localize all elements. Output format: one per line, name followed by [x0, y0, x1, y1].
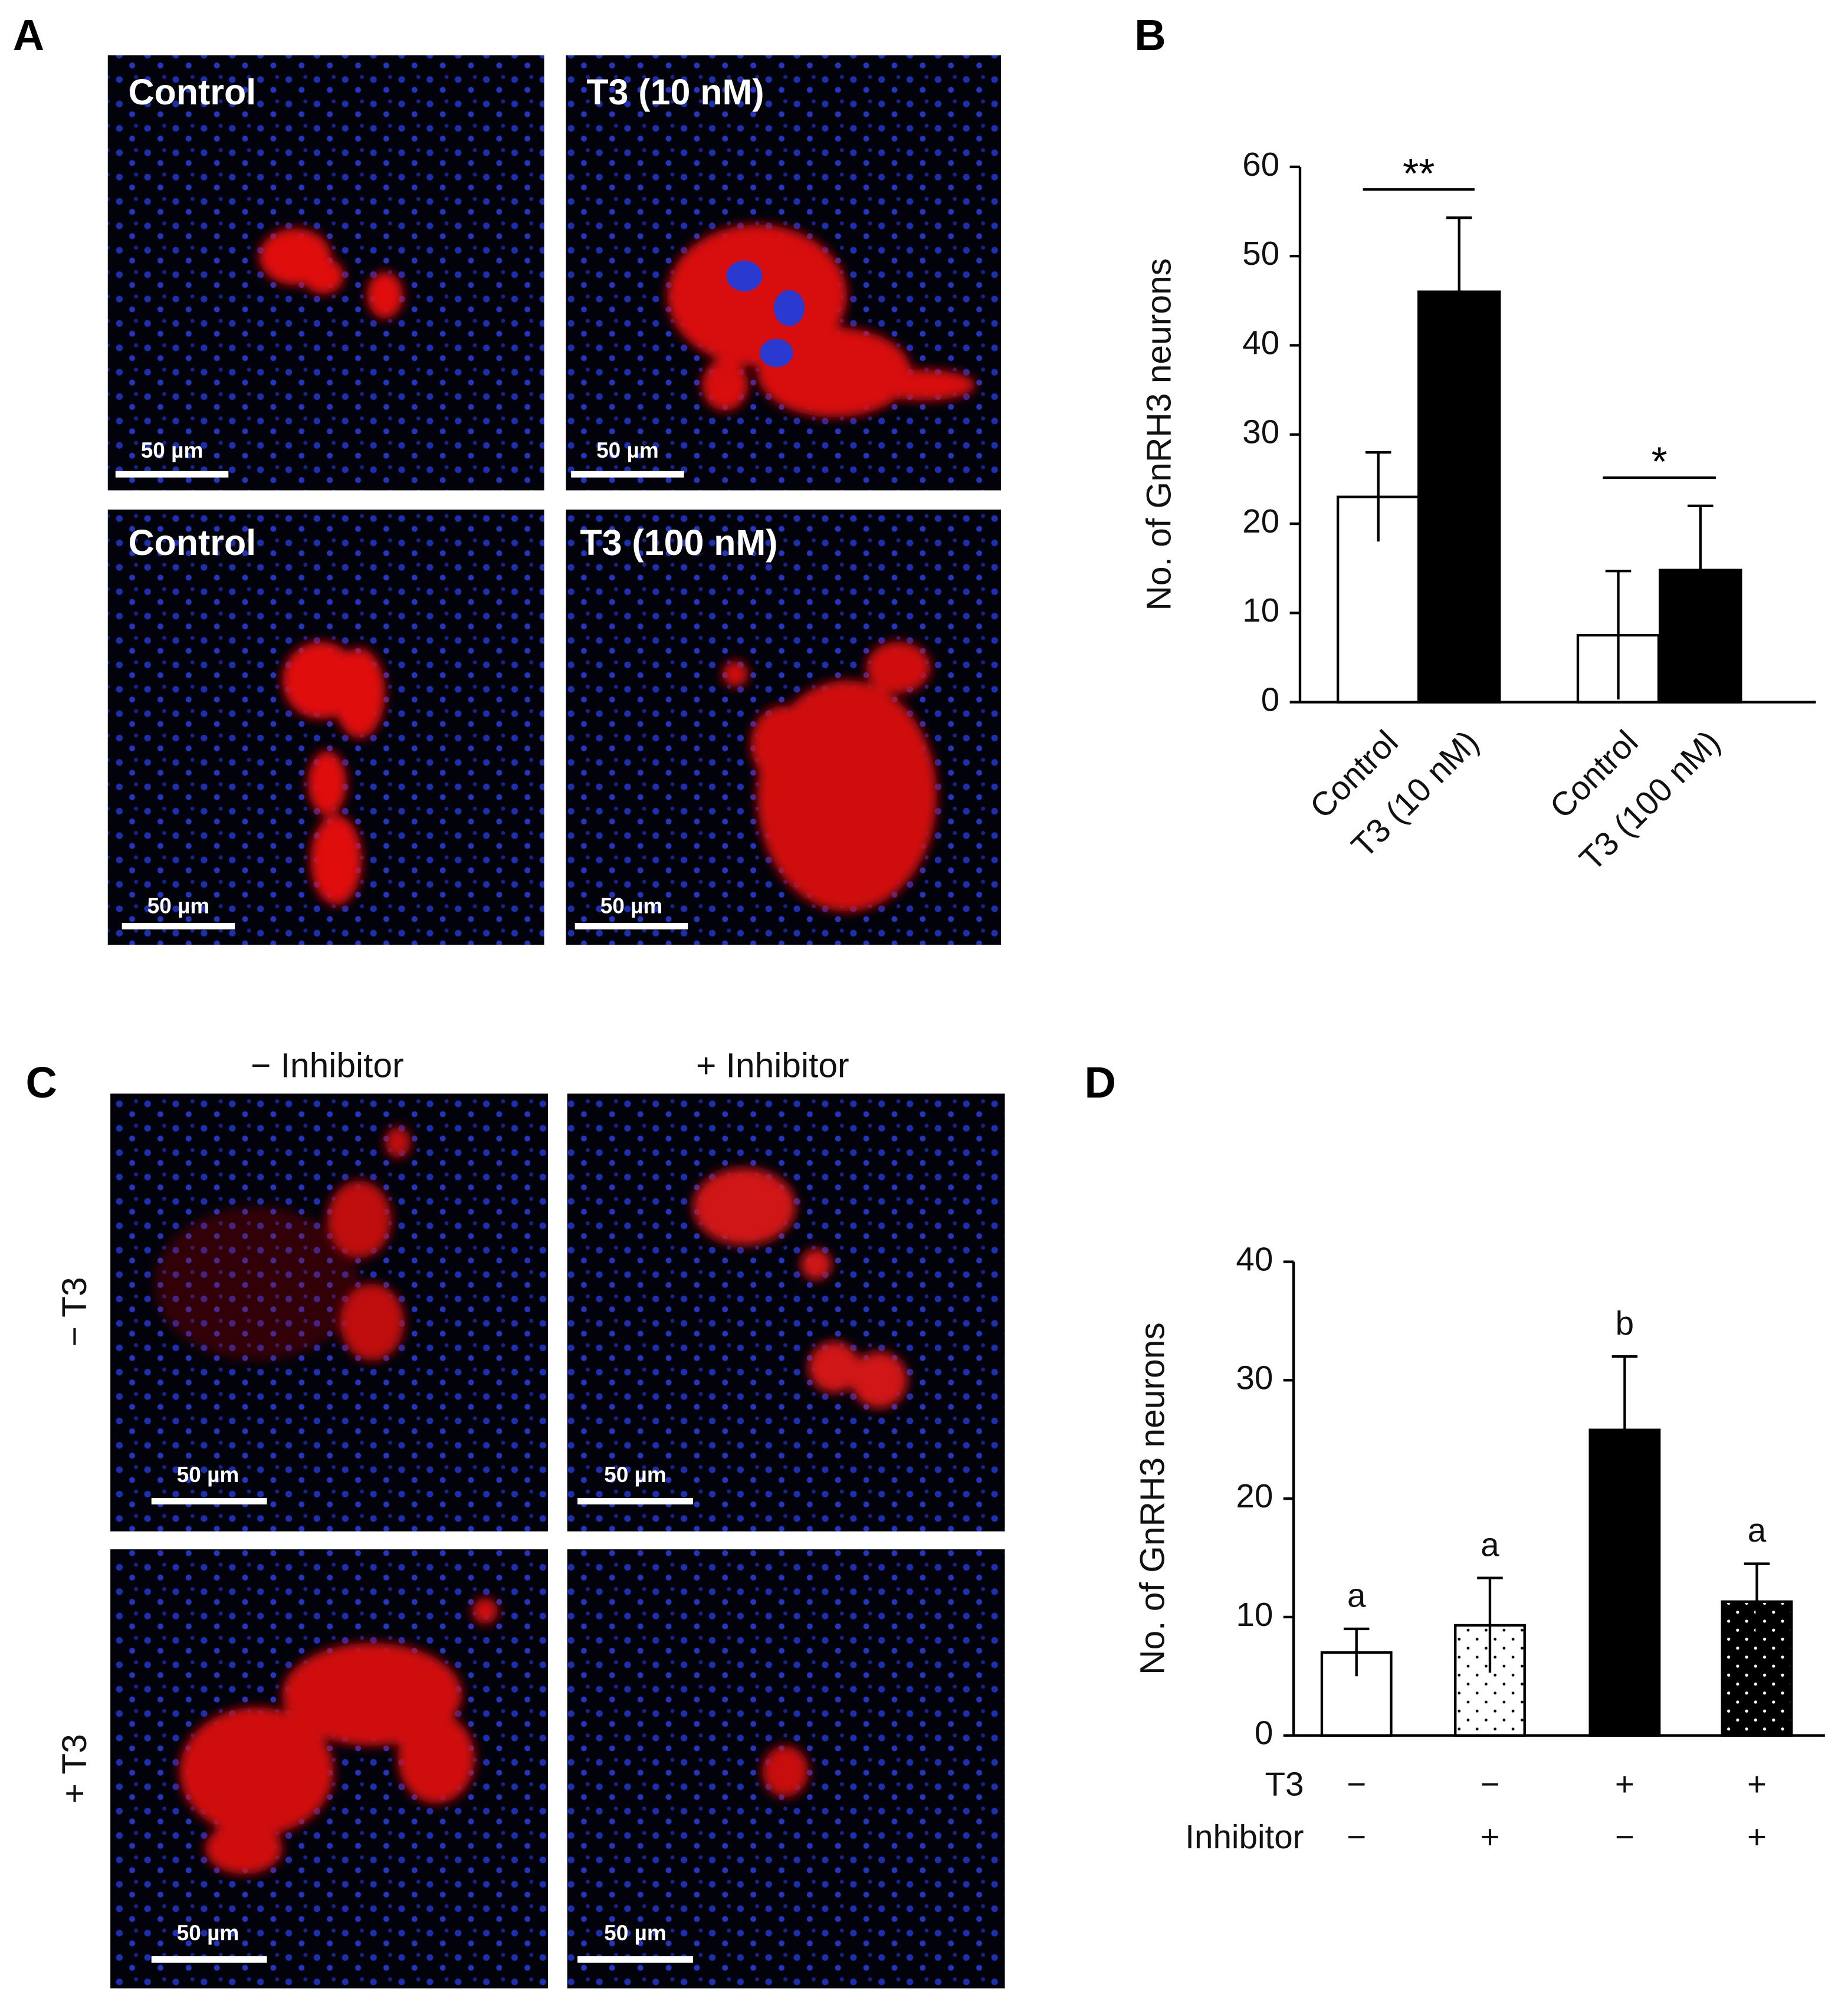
row-label: + T3 — [55, 1734, 94, 1803]
condition-sign: − — [1615, 1818, 1634, 1855]
scale-bar-label: 50 µm — [147, 894, 210, 918]
image-label: Control — [129, 72, 257, 112]
significance-mark: * — [1652, 439, 1668, 485]
y-tick-label: 30 — [1242, 413, 1279, 451]
condition-sign: + — [1480, 1818, 1499, 1855]
significance-letter: a — [1748, 1512, 1767, 1549]
significance-letter: b — [1616, 1305, 1634, 1342]
panel-label: D — [1084, 1058, 1115, 1107]
condition-sign: − — [1347, 1818, 1366, 1855]
column-label: + Inhibitor — [696, 1046, 849, 1085]
scale-bar-label: 50 µm — [604, 1921, 667, 1945]
image-label: T3 (10 nM) — [586, 72, 764, 112]
y-tick-label: 40 — [1242, 324, 1279, 361]
y-tick-label: 10 — [1236, 1596, 1273, 1633]
micrograph: T3 (100 nM) 50 µm — [566, 510, 1002, 945]
panel-label: A — [13, 11, 44, 60]
scale-bar-label: 50 µm — [141, 438, 203, 462]
scale-bar-label: 50 µm — [177, 1921, 239, 1945]
micrograph: Control 50 µm — [107, 55, 544, 491]
significance-letter: a — [1347, 1577, 1366, 1614]
y-tick-label: 60 — [1242, 146, 1279, 183]
y-tick-label: 40 — [1236, 1240, 1273, 1277]
significance-letter: a — [1481, 1526, 1499, 1563]
micrograph: 50 µm — [567, 1093, 1005, 1532]
condition-sign: + — [1747, 1766, 1767, 1803]
column-label: − Inhibitor — [251, 1046, 404, 1085]
micrograph: Control 50 µm — [107, 510, 544, 945]
significance-mark: ** — [1403, 150, 1435, 196]
condition-label: Inhibitor — [1185, 1818, 1304, 1855]
row-label: − T3 — [55, 1277, 94, 1346]
scale-bar-label: 50 µm — [600, 894, 663, 918]
condition-sign: − — [1347, 1766, 1366, 1803]
y-tick-label: 20 — [1236, 1477, 1273, 1514]
y-axis-title: No. of GnRH3 neurons — [1140, 258, 1179, 611]
condition-sign: + — [1615, 1766, 1634, 1803]
y-tick-label: 20 — [1242, 502, 1279, 540]
micrograph: 50 µm — [567, 1549, 1005, 1989]
micrograph: 50 µm — [110, 1549, 549, 1989]
scale-bar-label: 50 µm — [596, 438, 659, 462]
condition-sign: + — [1747, 1818, 1767, 1855]
y-tick-label: 0 — [1255, 1714, 1273, 1752]
image-label: T3 (100 nM) — [580, 523, 777, 563]
y-tick-label: 0 — [1261, 681, 1279, 718]
scale-bar-label: 50 µm — [604, 1463, 667, 1487]
scale-bar-label: 50 µm — [177, 1463, 239, 1487]
y-axis-title: No. of GnRH3 neurons — [1134, 1322, 1172, 1675]
panel-label: B — [1134, 11, 1166, 60]
y-tick-label: 50 — [1242, 235, 1279, 272]
image-label: Control — [129, 523, 257, 563]
panel-label: C — [26, 1058, 57, 1107]
y-tick-label: 10 — [1242, 592, 1279, 629]
micrograph: T3 (10 nM) 50 µm — [566, 55, 1002, 491]
y-tick-label: 30 — [1236, 1359, 1273, 1396]
micrograph: 50 µm — [110, 1093, 549, 1532]
condition-label: T3 — [1265, 1766, 1304, 1803]
condition-sign: − — [1480, 1766, 1499, 1803]
